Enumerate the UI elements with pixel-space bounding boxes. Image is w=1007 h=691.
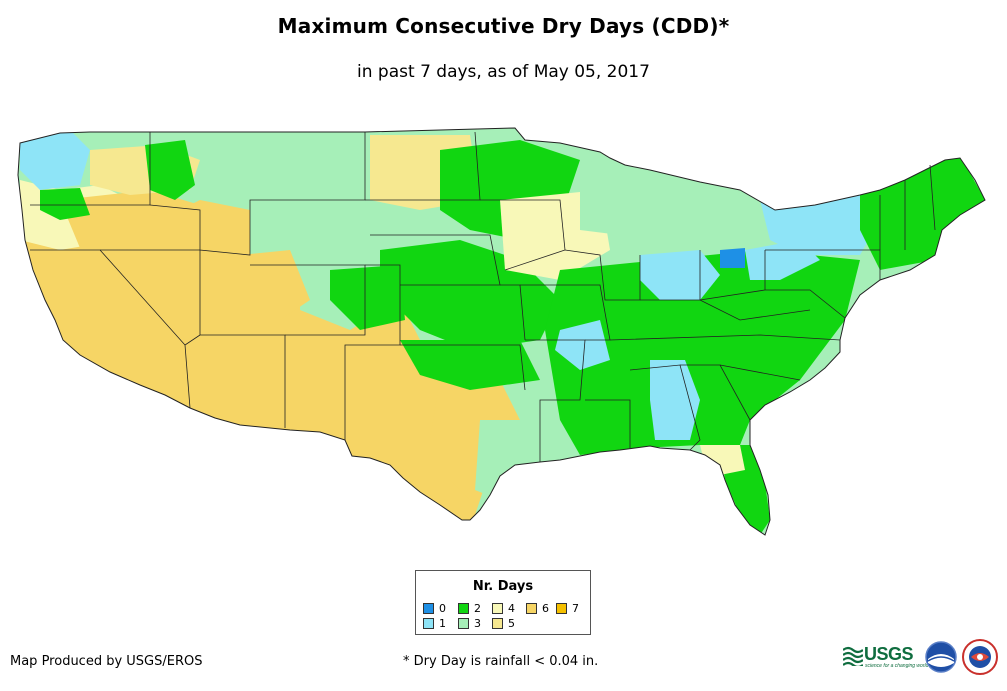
usgs-waves-icon (843, 646, 863, 666)
legend: Nr. Days 0 1 2 3 4 5 6 7 (415, 570, 591, 635)
legend-item-2: 2 (458, 603, 481, 615)
legend-title: Nr. Days (472, 579, 534, 594)
map-subtitle: in past 7 days, as of May 05, 2017 (357, 62, 650, 82)
legend-item-6: 6 (526, 603, 549, 615)
noaa-logo-icon (925, 641, 957, 673)
legend-swatch (526, 603, 537, 614)
nws-logo-icon (962, 639, 998, 675)
legend-swatch (423, 603, 434, 614)
legend-label: 4 (508, 602, 515, 615)
legend-swatch (458, 603, 469, 614)
legend-item-0: 0 (423, 603, 446, 615)
usgs-logo: USGS science for a changing world (843, 643, 928, 669)
usgs-tagline: science for a changing world (865, 663, 929, 669)
usgs-label: USGS (864, 644, 914, 664)
legend-item-4: 4 (492, 603, 515, 615)
producer-credit: Map Produced by USGS/EROS (10, 654, 203, 669)
legend-label: 1 (439, 617, 446, 630)
legend-swatch (556, 603, 567, 614)
dry-day-note: * Dry Day is rainfall < 0.04 in. (403, 654, 599, 669)
legend-item-3: 3 (458, 618, 481, 630)
legend-label: 0 (439, 602, 446, 615)
legend-label: 3 (474, 617, 481, 630)
legend-label: 2 (474, 602, 481, 615)
legend-swatch (492, 618, 503, 629)
legend-label: 7 (572, 602, 579, 615)
map-title: Maximum Consecutive Dry Days (CDD)* (277, 14, 730, 38)
legend-item-7: 7 (556, 603, 579, 615)
legend-swatch (458, 618, 469, 629)
legend-item-1: 1 (423, 618, 446, 630)
legend-item-5: 5 (492, 618, 515, 630)
legend-label: 5 (508, 617, 515, 630)
legend-swatch (492, 603, 503, 614)
legend-swatch (423, 618, 434, 629)
legend-label: 6 (542, 602, 549, 615)
